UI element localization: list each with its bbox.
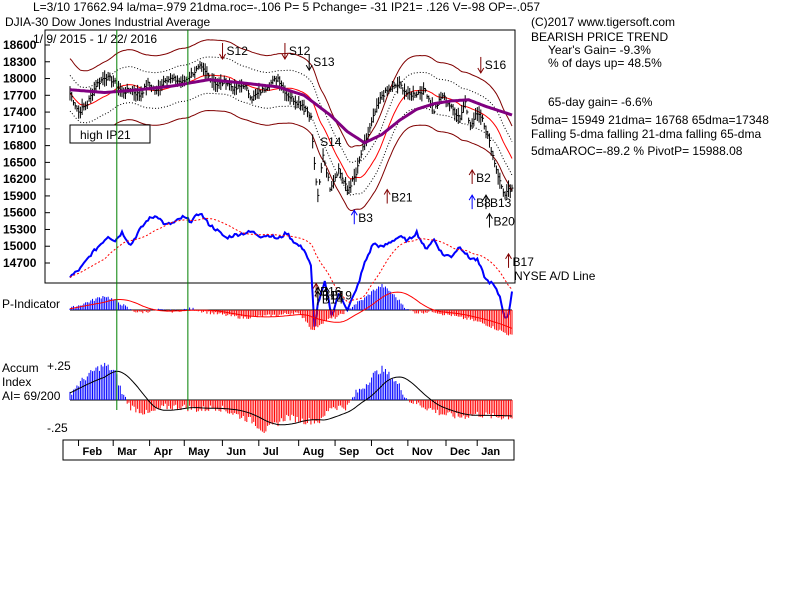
- upper-band-inner: [69, 56, 513, 164]
- y-tick-label: 16500: [3, 155, 37, 169]
- ad-line-ma: [69, 217, 513, 303]
- signal-arrow-head: [383, 188, 391, 195]
- y-tick-label: 18300: [3, 55, 37, 69]
- signal-arrow-head: [314, 290, 322, 297]
- month-label: Sep: [339, 446, 359, 458]
- signal-arrow-head: [468, 169, 476, 176]
- signal-label: B17: [513, 255, 535, 269]
- days-up: % of days up= 48.5%: [548, 56, 662, 70]
- ad-line-label: NYSE A/D Line: [514, 269, 596, 283]
- lower-band-inner: [69, 92, 513, 196]
- accum-label: Accum: [2, 361, 39, 375]
- index-label: Index: [2, 375, 31, 389]
- y-tick-label: 17100: [3, 122, 37, 136]
- signal-label: B19: [331, 288, 353, 302]
- signal-arrow-head: [477, 67, 485, 74]
- month-label: Jun: [226, 446, 246, 458]
- dma-values: 5dma= 15949 21dma= 16768 65dma=17348: [531, 113, 769, 127]
- high-ip21-label: high IP21: [80, 128, 131, 142]
- y-tick-label: 17400: [3, 105, 37, 119]
- signal-label: B16: [320, 284, 342, 298]
- y-tick-label: 16200: [3, 172, 37, 186]
- falling-dma: Falling 5-dma falling 21-dma falling 65-…: [531, 127, 761, 141]
- gain-65-day: 65-day gain= -6.6%: [548, 95, 653, 109]
- signal-arrow-head: [505, 252, 512, 260]
- y-tick-label: 15000: [3, 239, 37, 253]
- y-tick-label: 15300: [3, 222, 37, 236]
- signal-label: S13: [313, 55, 335, 69]
- ad-line-group: [69, 212, 513, 327]
- accum-bottom-label: -.25: [47, 421, 68, 435]
- y-tick-label: 15900: [3, 189, 37, 203]
- price-axis: 18600 18300 18000 17700 17400 17100 16800 16500…: [3, 38, 50, 270]
- ma-65-path: [69, 78, 513, 145]
- signal-label: S16: [485, 58, 507, 72]
- signal-arrow-head: [281, 53, 289, 60]
- p-indicator-label: P-Indicator: [2, 297, 60, 311]
- signal-arrow-head: [305, 64, 313, 72]
- signal-label: B20: [493, 215, 515, 229]
- high-ip21-box: [69, 124, 151, 144]
- signal-arrow-head: [468, 194, 476, 201]
- trend-label: BEARISH PRICE TREND: [531, 30, 668, 44]
- month-label: Jul: [263, 446, 279, 458]
- signal-label: B21: [391, 191, 413, 205]
- month-label: Oct: [375, 446, 394, 458]
- signal-arrow-head: [486, 212, 493, 219]
- signal-arrow-head: [314, 286, 322, 293]
- signal-label: S14: [320, 135, 342, 149]
- signal-label: B2: [476, 171, 491, 185]
- signal-arrow-head: [350, 209, 358, 216]
- signal-label: B8: [476, 196, 491, 210]
- lower-band-outer: [69, 109, 513, 212]
- month-label: Mar: [117, 446, 137, 458]
- p-indicator-ma: [69, 291, 513, 329]
- month-label: May: [188, 446, 210, 458]
- month-label: Feb: [83, 446, 103, 458]
- signal-arrow-head: [482, 194, 490, 201]
- signal-arrow-head: [312, 282, 320, 289]
- month-label: Aug: [303, 446, 324, 458]
- month-label: Nov: [412, 446, 434, 458]
- accum-ma: [69, 370, 513, 426]
- month-label: Jan: [481, 446, 500, 458]
- price-panel-frame: [44, 29, 516, 284]
- upper-band-outer: [69, 39, 513, 148]
- y-tick-label: 15600: [3, 206, 37, 220]
- ad-line-path: [69, 212, 513, 327]
- month-axis: Feb Mar Apr May Jun Jul Aug Sep Oct Nov Dec Jan: [78, 440, 500, 458]
- chart-title: DJIA-30 Dow Jones Industrial Average: [5, 15, 211, 29]
- years-gain: Year's Gain= -9.3%: [548, 43, 651, 57]
- y-tick-label: 18000: [3, 72, 37, 86]
- header-line: L=3/10 17662.94 la/ma=.979 21dma.roc=-.1…: [33, 0, 540, 14]
- signal-label: B13: [490, 196, 512, 210]
- ai-label: AI= 69/200: [2, 389, 61, 403]
- signal-vertical-lines: [116, 30, 189, 410]
- signal-label: S12: [289, 44, 311, 58]
- accum-index-bars: [69, 362, 513, 433]
- y-tick-label: 18600: [3, 38, 37, 52]
- copyright: (C)2017 www.tigersoft.com: [531, 15, 675, 29]
- signal-label: B17: [322, 288, 344, 302]
- signal-label: B14: [322, 292, 344, 306]
- p-indicator-bars: [69, 284, 513, 336]
- month-label: Apr: [154, 446, 174, 458]
- signal-label: S12: [227, 44, 249, 58]
- signal-arrow-head: [323, 286, 330, 293]
- ma-65-line: [69, 78, 513, 145]
- aroc-pivot: 5dmaAROC=-89.2 % PivotP= 15988.08: [531, 144, 743, 158]
- signal-label: B3: [358, 211, 373, 225]
- accum-top-label: +.25: [47, 359, 71, 373]
- month-label: Dec: [450, 446, 470, 458]
- y-tick-label: 17700: [3, 88, 37, 102]
- y-tick-label: 16800: [3, 139, 37, 153]
- month-axis-frame: [62, 439, 515, 461]
- y-tick-label: 14700: [3, 256, 37, 270]
- date-range: 1/ 9/ 2015 - 1/ 22/ 2016: [33, 32, 157, 46]
- signal-arrow-head: [219, 53, 226, 60]
